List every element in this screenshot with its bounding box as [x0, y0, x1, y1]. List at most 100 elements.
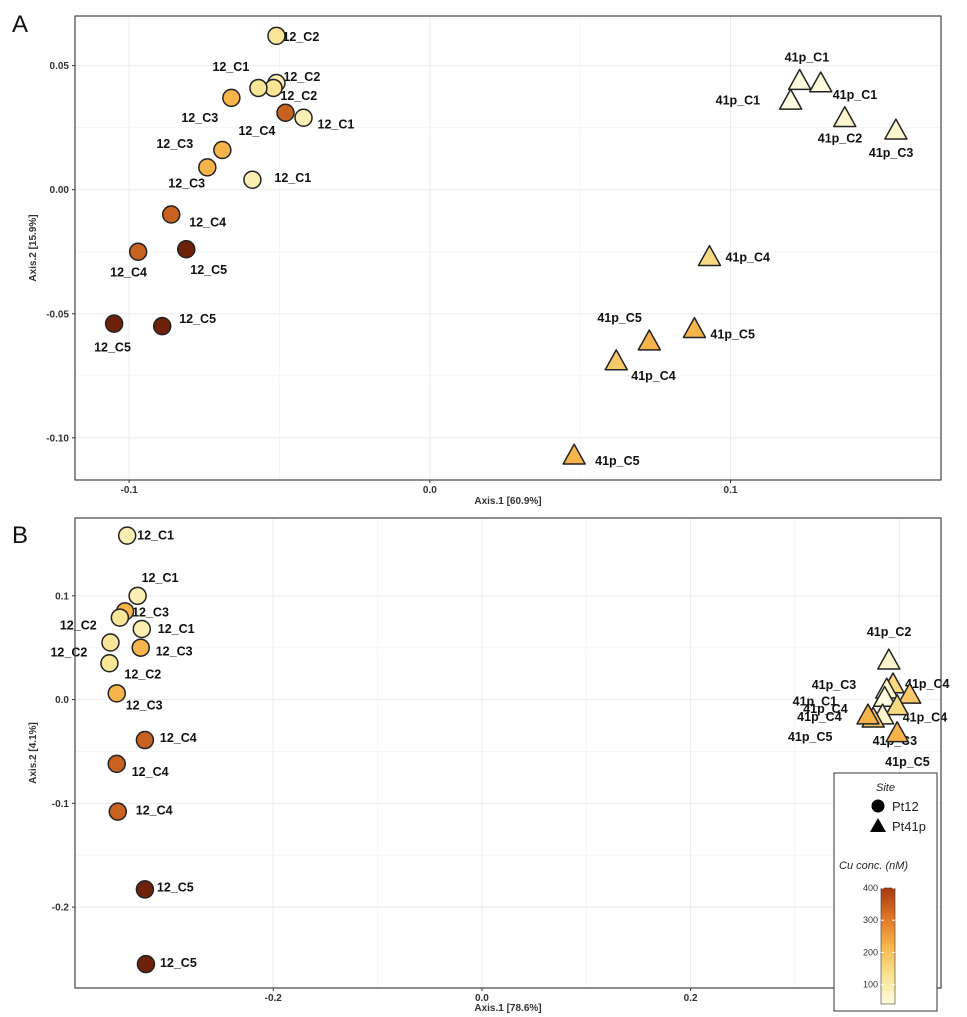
point-label: 12_C3: [168, 176, 205, 190]
pt12-point: [177, 239, 196, 259]
panel-b-x-axis-label: Axis.1 [78.6%]: [474, 1003, 541, 1014]
point-label: 12_C1: [274, 171, 311, 185]
pt12-point: [131, 638, 150, 657]
panel-a-chart: -0.1 0.0 0.1 -0.10 -0.05 0.00 0.05 12_C2 12_C1…: [28, 15, 942, 507]
legend-pt41p-label: Pt41p: [892, 819, 926, 834]
point-label: 12_C1: [158, 622, 195, 636]
pt12-point: [294, 108, 313, 127]
point-label: 12_C4: [132, 765, 169, 779]
pt41p-point: [808, 71, 833, 93]
pt41p-point: [877, 648, 901, 670]
legend-circle-icon: [871, 799, 885, 813]
panel-a-letter: A: [12, 11, 28, 38]
legend-cu-title: Cu conc. (nM): [839, 860, 908, 872]
pt12-point: [128, 586, 147, 606]
pt41p-point: [562, 443, 586, 465]
point-label: 12_C4: [110, 266, 147, 280]
pt41p-point: [884, 118, 908, 140]
pt12-point: [152, 316, 172, 336]
y-tick-label: -0.2: [52, 903, 70, 914]
panel-b-frame: [74, 517, 942, 989]
pt41p-point: [885, 721, 909, 743]
pt12-point: [243, 170, 262, 190]
pt41p-point: [778, 88, 803, 110]
pt41p-point: [885, 694, 909, 716]
point-label: 41p_C5: [597, 311, 642, 325]
panel-a-x-ticks: -0.1 0.0 0.1: [121, 480, 738, 496]
point-label: 12_C5: [160, 956, 197, 970]
point-label: 41p_C5: [885, 755, 930, 769]
pt12-point: [213, 140, 232, 160]
pt12-point: [135, 880, 155, 899]
x-tick-label: 0.0: [475, 993, 489, 1004]
point-label: 12_C3: [181, 111, 218, 125]
legend-colorbar-ticks: 100 200 300 400: [863, 883, 895, 990]
pt41p-point: [697, 244, 722, 267]
pt12-point: [117, 526, 137, 545]
pt12-point: [100, 654, 119, 673]
panel-a-grid: [75, 16, 941, 480]
pt12-point: [136, 954, 156, 974]
point-label: 41p_C3: [869, 146, 914, 160]
y-tick-label: -0.10: [46, 433, 69, 444]
panel-b-points: [100, 526, 922, 974]
point-label: 12_C2: [60, 619, 97, 633]
y-tick-label: 0.0: [55, 695, 69, 706]
point-label: 12_C3: [126, 698, 163, 712]
point-label: 12_C1: [142, 571, 179, 585]
x-tick-label: 0.2: [684, 993, 698, 1004]
pt41p-point: [897, 682, 922, 704]
point-label: 12_C4: [238, 124, 275, 138]
panel-b-x-ticks: -0.20.00.20.4: [265, 988, 907, 1004]
point-label: 41p_C2: [867, 625, 912, 639]
pt12-point: [222, 88, 241, 108]
pt12-point: [135, 730, 155, 750]
point-label: 12_C2: [283, 70, 320, 84]
x-tick-label: 0.1: [724, 485, 738, 496]
colorbar-tick-label: 400: [863, 883, 878, 893]
pt41p-point: [833, 105, 857, 128]
point-label: 12_C5: [94, 341, 131, 355]
pt12-point: [101, 633, 120, 652]
point-label: 12_C1: [212, 60, 249, 74]
point-label: 12_C5: [157, 880, 194, 894]
panel-b-y-ticks: -0.2 -0.1 0.0 0.1: [52, 591, 75, 914]
panel-a-frame: [74, 15, 942, 481]
pt12-point: [161, 205, 181, 224]
point-label: 12_C2: [282, 30, 319, 44]
point-label: 12_C1: [137, 529, 174, 543]
pt12-point: [108, 802, 128, 821]
pt12-point: [107, 754, 126, 774]
point-label: 41p_C2: [818, 132, 863, 146]
point-label: 41p_C4: [803, 702, 848, 716]
colorbar-tick-label: 100: [863, 980, 878, 990]
point-label: 41p_C5: [788, 730, 833, 744]
point-label: 12_C5: [190, 263, 227, 277]
legend-site-title: Site: [876, 782, 895, 794]
pt41p-point: [787, 68, 812, 91]
plot-background: [75, 16, 941, 480]
colorbar-tick-label: 300: [863, 915, 878, 925]
x-tick-label: -0.1: [121, 485, 139, 496]
panel-b-chart: -0.20.00.20.4 -0.2-0.10.00.1 12_C112_C11…: [28, 517, 950, 1014]
point-label: 41p_C5: [710, 328, 755, 342]
point-label: 12_C2: [50, 646, 87, 660]
point-label: 12_C3: [132, 605, 169, 619]
point-label: 41p_C1: [793, 694, 838, 708]
pt41p-point: [637, 329, 662, 351]
legend: Site Pt12 Pt41p Cu conc. (nM) 100 200 300 4…: [833, 772, 938, 1012]
pt12-point: [107, 684, 126, 703]
legend-pt12-label: Pt12: [892, 799, 919, 814]
legend-colorbar: [880, 887, 896, 1005]
point-label: 12_C4: [136, 804, 173, 818]
pt12-point: [267, 26, 286, 46]
y-tick-label: 0.1: [55, 591, 69, 602]
pt12-point: [198, 158, 217, 177]
panel-a-point-labels: 12_C2 12_C1 12_C2 12_C2 12_C3 12_C1 12_C4 12_C3…: [94, 30, 913, 468]
pt12-point: [132, 619, 152, 639]
panel-b-y-axis-label: Axis.2 [4.1%]: [28, 722, 39, 784]
point-label: 41p_C4: [631, 369, 676, 383]
y-tick-label: -0.05: [46, 309, 69, 320]
point-label: 12_C4: [160, 731, 197, 745]
